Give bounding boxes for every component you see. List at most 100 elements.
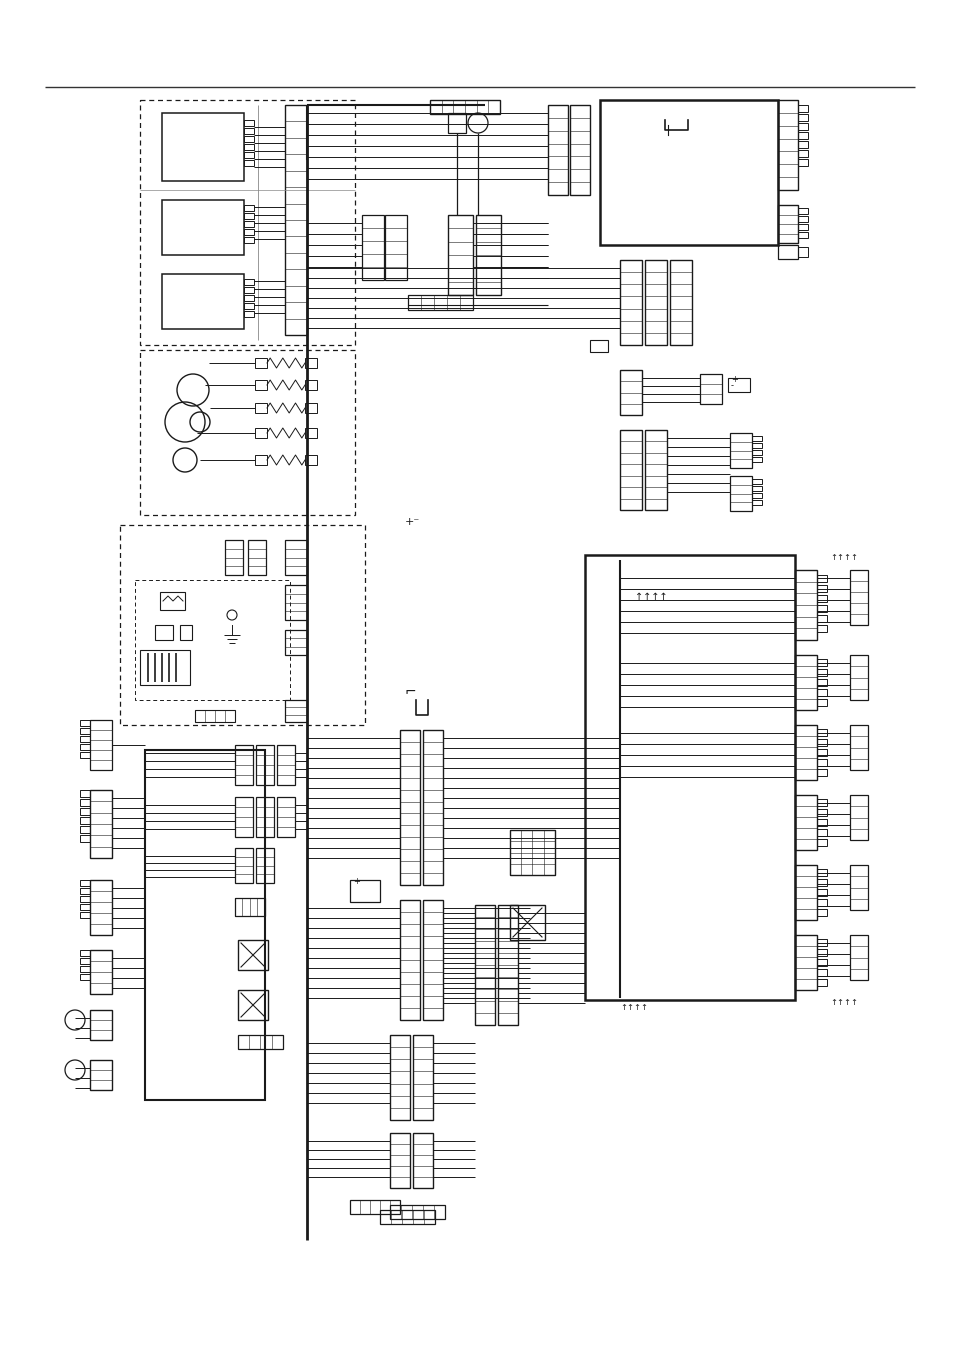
Bar — [244, 311, 253, 317]
Bar — [244, 280, 253, 285]
Bar — [797, 216, 807, 222]
Bar — [80, 835, 90, 842]
Bar — [237, 1035, 283, 1048]
Bar — [589, 340, 607, 353]
Bar — [849, 865, 867, 911]
Bar — [816, 659, 826, 666]
Bar — [794, 570, 816, 640]
Bar — [80, 974, 90, 979]
Bar — [448, 215, 473, 295]
Bar — [816, 869, 826, 875]
Bar — [816, 959, 826, 966]
Bar — [816, 615, 826, 621]
Bar — [234, 898, 265, 916]
Bar — [476, 215, 500, 295]
Bar — [244, 136, 253, 142]
Bar — [254, 428, 267, 438]
Bar — [797, 224, 807, 230]
Bar — [90, 790, 112, 858]
Bar — [285, 105, 307, 335]
Bar — [849, 935, 867, 979]
Bar — [285, 540, 307, 576]
Bar — [778, 100, 797, 190]
Bar — [305, 403, 316, 413]
Bar — [244, 295, 253, 301]
Bar — [794, 865, 816, 920]
Bar — [244, 222, 253, 227]
Bar — [778, 245, 797, 259]
Bar — [80, 904, 90, 911]
Bar — [244, 236, 253, 243]
Bar — [816, 809, 826, 816]
Bar — [584, 555, 794, 1000]
Text: ↑↑↑↑: ↑↑↑↑ — [829, 553, 857, 562]
Bar — [399, 730, 419, 885]
Bar — [849, 794, 867, 840]
Bar — [797, 105, 807, 112]
Bar — [255, 797, 274, 838]
Bar — [797, 113, 807, 122]
Bar — [816, 769, 826, 775]
Bar — [510, 830, 555, 875]
Bar — [80, 753, 90, 758]
Bar — [254, 380, 267, 390]
Bar — [390, 1035, 410, 1120]
Bar — [816, 880, 826, 886]
Bar — [194, 711, 234, 721]
Bar — [244, 303, 253, 309]
Bar — [644, 259, 666, 345]
Text: +: + — [353, 877, 359, 886]
Text: ↑↑↑↑: ↑↑↑↑ — [635, 592, 667, 603]
Bar — [255, 848, 274, 884]
Bar — [244, 145, 253, 150]
Bar — [90, 720, 112, 770]
Bar — [285, 700, 307, 721]
Bar — [80, 966, 90, 971]
Bar — [244, 153, 253, 158]
Bar — [140, 100, 355, 345]
Bar — [794, 935, 816, 990]
Bar — [254, 403, 267, 413]
Bar — [797, 247, 807, 257]
Bar — [350, 1200, 399, 1215]
Bar — [510, 830, 555, 875]
Bar — [644, 430, 666, 509]
Bar — [90, 1011, 112, 1040]
Bar — [751, 480, 761, 484]
Bar — [816, 605, 826, 612]
Bar — [254, 455, 267, 465]
Bar — [305, 358, 316, 367]
Bar — [778, 205, 797, 243]
Bar — [180, 626, 192, 640]
Bar — [244, 128, 253, 134]
Text: ↑↑↑↑: ↑↑↑↑ — [829, 998, 857, 1006]
Bar — [797, 159, 807, 166]
Bar — [816, 585, 826, 592]
Bar — [255, 744, 274, 785]
Bar — [816, 909, 826, 916]
Bar — [413, 1035, 433, 1120]
Bar — [816, 626, 826, 632]
Bar — [729, 476, 751, 511]
Bar — [816, 819, 826, 825]
Bar — [140, 350, 355, 515]
Bar — [80, 896, 90, 902]
Bar — [162, 200, 244, 255]
Bar — [816, 939, 826, 946]
Bar — [422, 730, 442, 885]
Bar — [90, 950, 112, 994]
Bar — [475, 905, 495, 1025]
Bar — [140, 650, 190, 685]
Bar — [379, 1210, 435, 1224]
Bar — [145, 750, 265, 1100]
Bar — [244, 230, 253, 235]
Bar — [849, 725, 867, 770]
Bar — [816, 669, 826, 676]
Bar — [816, 698, 826, 707]
Bar — [234, 797, 253, 838]
Text: ↑↑↑↑: ↑↑↑↑ — [619, 1002, 647, 1012]
Bar — [599, 100, 778, 245]
Bar — [729, 434, 751, 467]
Bar — [385, 215, 407, 280]
Bar — [797, 150, 807, 157]
